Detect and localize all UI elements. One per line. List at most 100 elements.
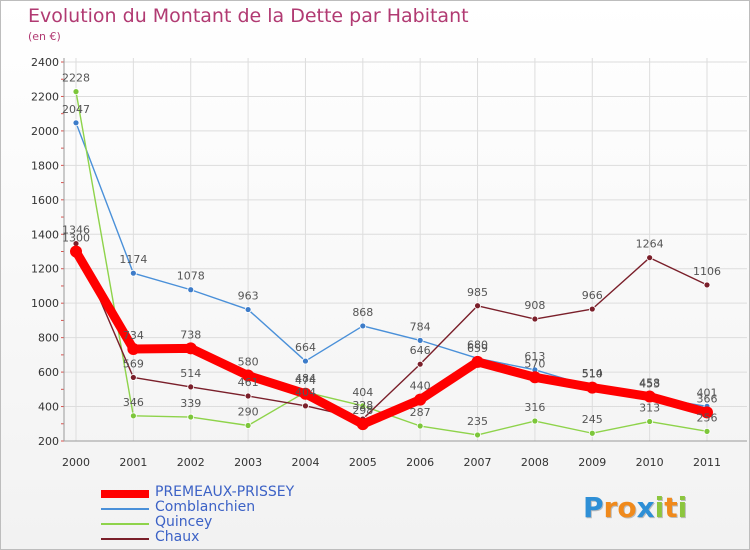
series-line-premeaux-prissey (71, 247, 712, 429)
data-label-comblanchien: 868 (352, 306, 373, 319)
x-tick-label: 2008 (521, 456, 549, 469)
y-tick-label: 400 (38, 401, 59, 414)
data-label-premeaux-prissey: 734 (123, 329, 144, 342)
data-point-premeaux-prissey (701, 406, 713, 419)
data-point-chaux (474, 302, 481, 310)
y-tick-label: 2200 (31, 90, 59, 103)
data-point-chaux (646, 254, 654, 262)
data-point-premeaux-prissey (70, 245, 82, 258)
data-label-chaux: 908 (524, 299, 545, 312)
logo-letter: t (664, 491, 678, 524)
data-point-quincey (72, 88, 80, 96)
data-label-comblanchien: 1174 (119, 253, 147, 266)
y-tick-label: 1800 (31, 159, 59, 172)
data-label-premeaux-prissey: 298 (352, 404, 373, 417)
data-label-chaux: 514 (180, 367, 201, 380)
data-point-chaux (302, 402, 309, 410)
data-point-chaux (129, 374, 137, 381)
data-point-premeaux-prissey (471, 355, 484, 368)
data-label-comblanchien: 613 (524, 350, 545, 363)
legend-label: Quincey (155, 514, 213, 530)
x-tick-label: 2009 (578, 456, 606, 469)
logo-letter: i (677, 491, 688, 524)
y-tick-label: 1400 (31, 228, 59, 241)
data-point-chaux (416, 360, 424, 368)
legend-swatch (101, 508, 149, 510)
x-tick-label: 2007 (464, 456, 492, 469)
data-label-quincey: 235 (467, 415, 488, 428)
data-label-chaux: 461 (238, 376, 259, 389)
x-tick-label: 2001 (119, 456, 147, 469)
data-label-chaux: 985 (467, 286, 488, 299)
data-label-chaux: 966 (582, 289, 603, 302)
data-label-premeaux-prissey: 580 (238, 356, 259, 369)
data-point-comblanchien (359, 322, 367, 330)
data-label-chaux: 1264 (636, 238, 664, 251)
legend-label: Comblanchien (155, 499, 256, 515)
data-label-quincey: 339 (180, 397, 201, 410)
data-label-premeaux-prissey: 1300 (62, 232, 90, 245)
data-point-quincey (244, 422, 252, 429)
data-point-premeaux-prissey (643, 390, 656, 403)
data-point-comblanchien (129, 269, 137, 277)
x-tick-label: 2003 (234, 456, 262, 469)
data-label-comblanchien: 453 (639, 377, 660, 390)
y-tick-label: 1200 (31, 263, 59, 276)
data-label-quincey: 245 (582, 413, 603, 426)
data-label-quincey: 313 (639, 402, 660, 415)
data-point-premeaux-prissey (356, 418, 369, 431)
legend-label: Chaux (155, 529, 200, 545)
data-point-quincey (588, 429, 596, 437)
logo-letter: x (636, 491, 655, 524)
data-label-comblanchien: 514 (582, 367, 603, 380)
data-label-premeaux-prissey: 570 (524, 357, 545, 370)
data-point-quincey (359, 402, 367, 410)
y-tick-label: 2400 (31, 56, 59, 69)
data-point-premeaux-prissey (586, 381, 599, 394)
data-label-comblanchien: 680 (467, 338, 488, 351)
data-point-quincey (646, 418, 654, 425)
data-label-premeaux-prissey: 474 (295, 374, 316, 387)
data-label-comblanchien: 401 (697, 386, 718, 399)
x-tick-label: 2010 (636, 456, 664, 469)
x-tick-label: 2006 (406, 456, 434, 469)
data-label-quincey: 287 (410, 406, 431, 419)
chart-subtitle: (en €) (28, 30, 61, 43)
data-point-chaux (588, 305, 596, 313)
data-label-comblanchien: 664 (295, 341, 316, 354)
series-layer (70, 88, 713, 439)
data-label-comblanchien: 2047 (62, 103, 90, 116)
x-tick-label: 2011 (693, 456, 721, 469)
data-label-premeaux-prissey: 440 (410, 380, 431, 393)
data-label-premeaux-prissey: 458 (639, 377, 660, 390)
y-tick-label: 2000 (31, 125, 59, 138)
data-label-quincey: 2228 (62, 72, 90, 85)
data-point-premeaux-prissey (528, 371, 541, 384)
data-point-comblanchien (244, 306, 252, 313)
legend-swatch (101, 490, 149, 498)
data-label-premeaux-prissey: 510 (582, 368, 603, 381)
data-point-comblanchien (302, 357, 309, 365)
data-point-quincey (474, 431, 481, 439)
logo-letter: P (583, 491, 604, 524)
data-label-quincey: 316 (524, 401, 545, 414)
data-label-premeaux-prissey: 366 (697, 392, 718, 405)
data-point-quincey (703, 427, 711, 435)
data-label-quincey: 290 (238, 405, 259, 418)
data-label-premeaux-prissey: 738 (180, 328, 201, 341)
data-point-chaux (244, 392, 252, 400)
logo-letter: i (654, 491, 665, 524)
chart-title: Evolution du Montant de la Dette par Hab… (28, 5, 469, 27)
x-tick-label: 2005 (349, 456, 377, 469)
legend-label: PREMEAUX-PRISSEY (155, 484, 295, 500)
data-point-comblanchien (416, 336, 424, 344)
data-point-quincey (416, 422, 424, 430)
logo-letter: r (603, 491, 618, 524)
legend-swatch (101, 523, 149, 525)
proxiti-logo: Proxiti (583, 491, 687, 524)
logo-letter: o (617, 491, 637, 524)
series-line-chaux (75, 242, 708, 420)
x-tick-label: 2002 (177, 456, 205, 469)
